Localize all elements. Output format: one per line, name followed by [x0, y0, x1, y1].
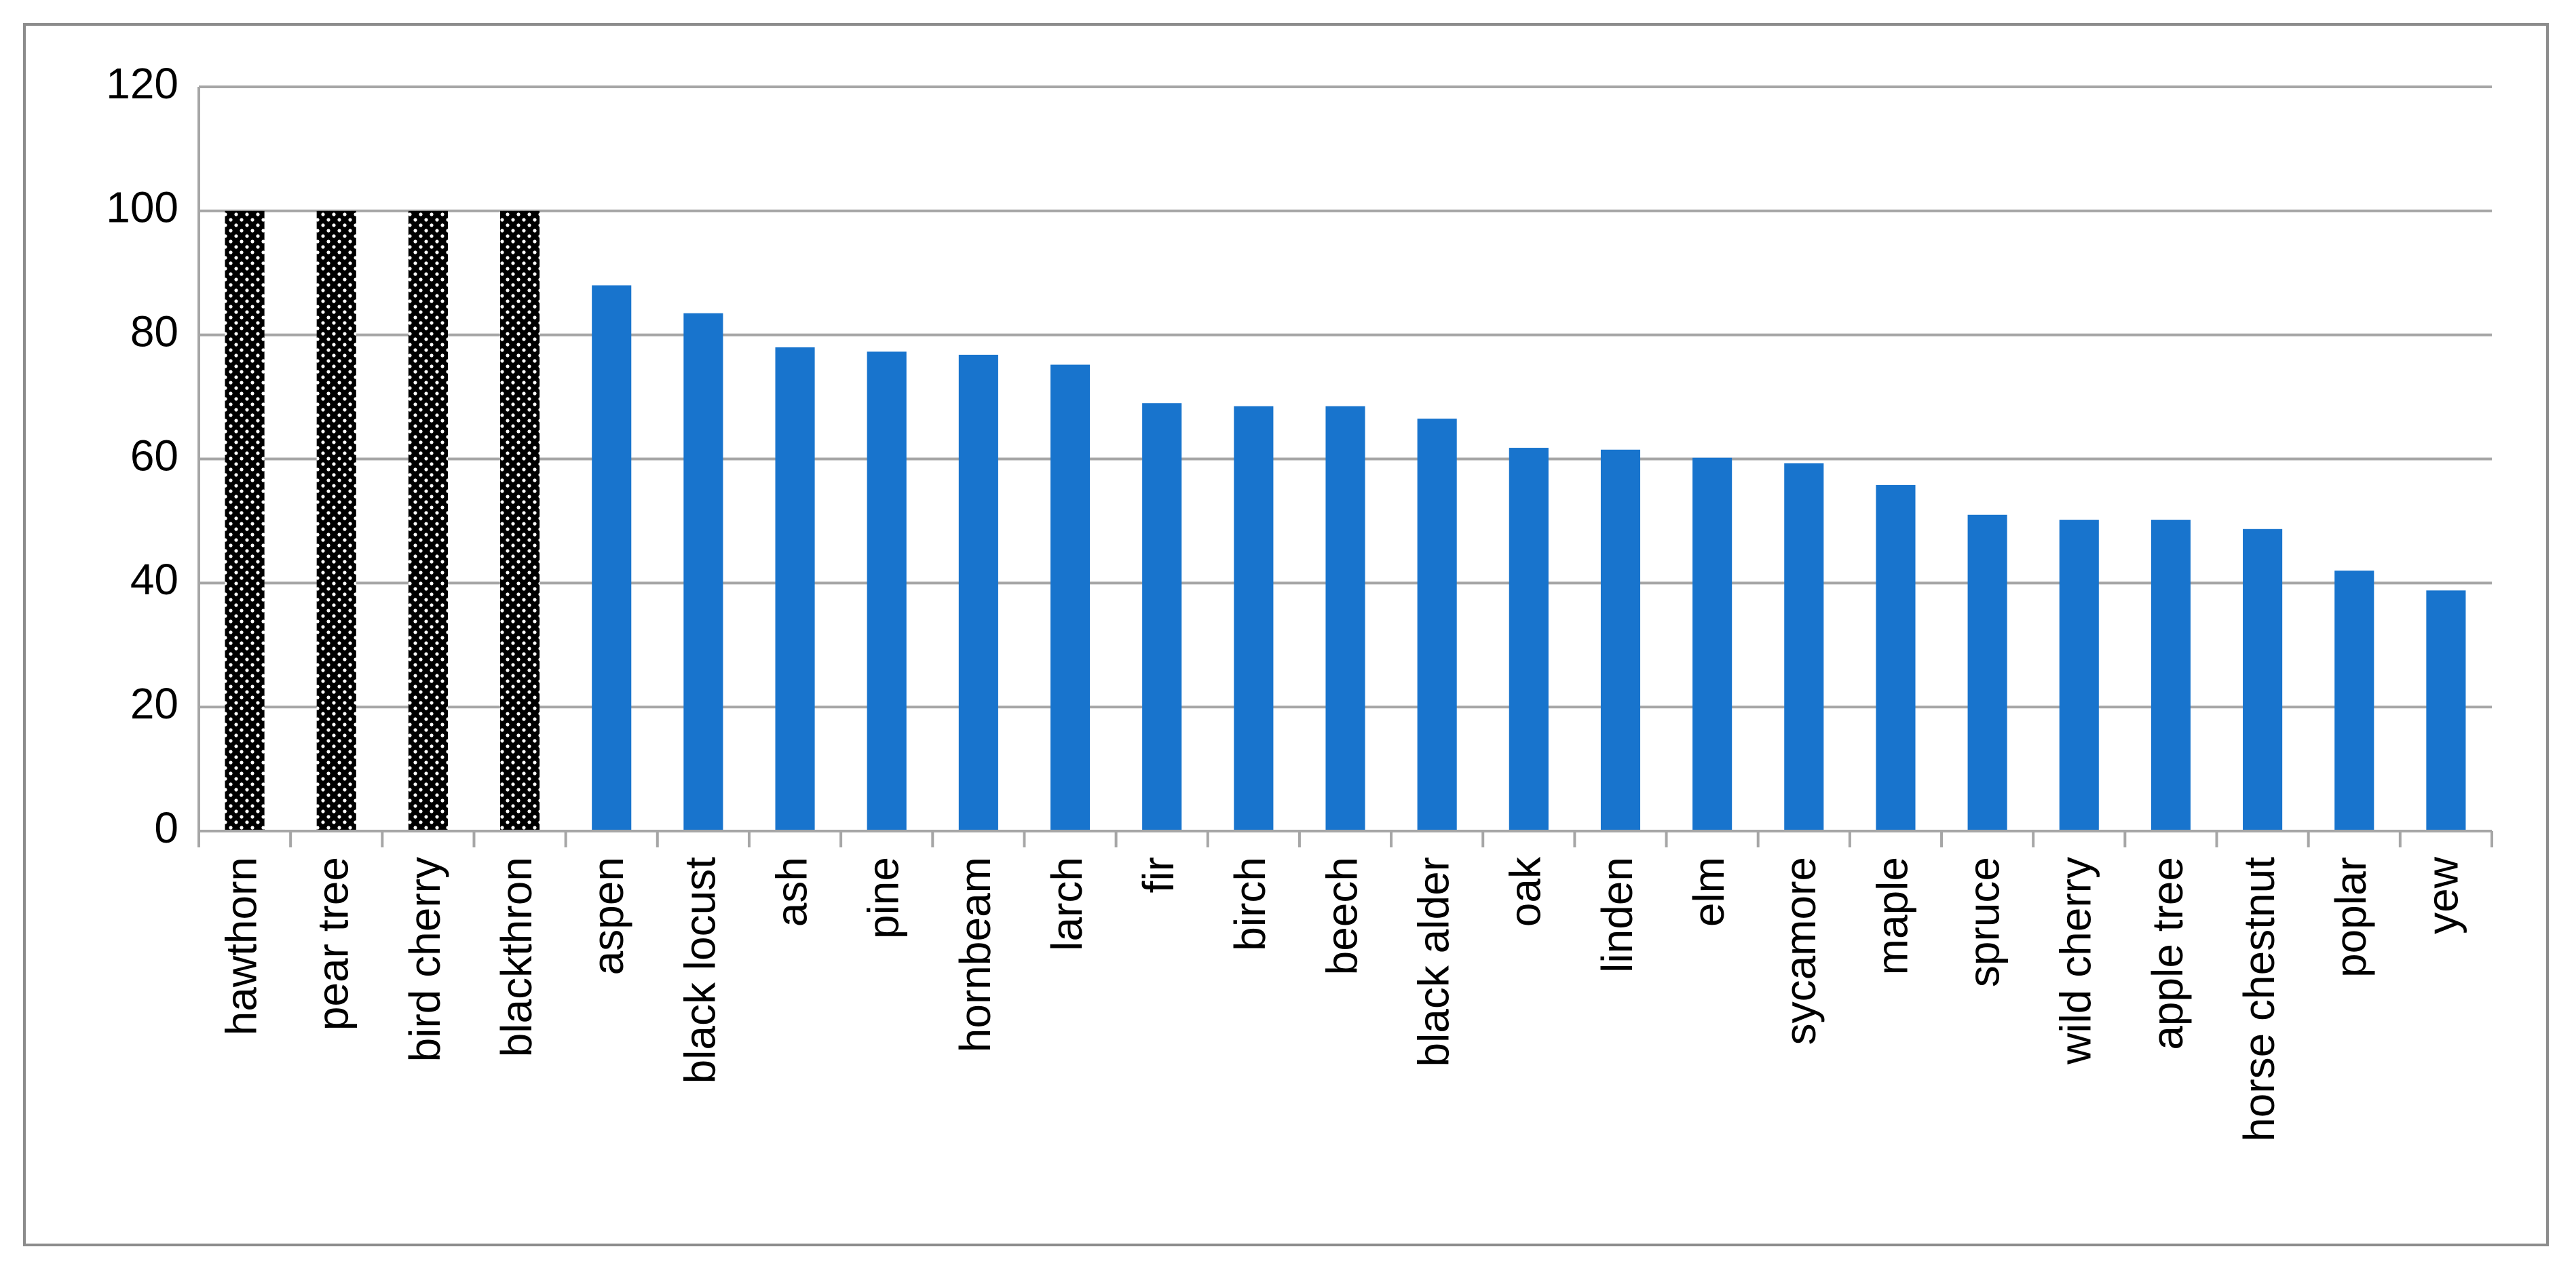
x-tick-label: hawthorn	[216, 857, 265, 1035]
y-tick-label: 0	[154, 803, 178, 852]
x-tick-label: spruce	[1960, 857, 2009, 987]
y-tick-label: 100	[106, 183, 178, 232]
bar	[2426, 590, 2466, 831]
bar	[2059, 520, 2099, 831]
y-tick-label: 20	[130, 679, 178, 728]
bar	[2243, 529, 2283, 831]
bar	[1417, 419, 1457, 831]
x-tick-label: pine	[859, 857, 908, 939]
x-tick-label: sycamore	[1776, 857, 1825, 1045]
x-tick-label: blackthron	[492, 857, 541, 1057]
x-tick-label: black alder	[1409, 857, 1458, 1067]
x-tick-label: elm	[1684, 857, 1733, 927]
x-tick-label: poplar	[2326, 857, 2375, 978]
x-tick-label: yew	[2418, 856, 2467, 934]
bar	[1876, 484, 1916, 831]
bar	[1692, 457, 1732, 831]
bar	[2151, 520, 2191, 831]
bar	[408, 210, 448, 831]
x-tick-label: maple	[1868, 857, 1916, 975]
bar	[500, 210, 540, 831]
bar	[1784, 463, 1824, 831]
x-tick-label: linden	[1593, 857, 1642, 973]
x-tick-label: larch	[1042, 857, 1091, 951]
bar	[1234, 406, 1274, 831]
x-tick-label: ash	[767, 857, 816, 927]
y-tick-label: 60	[130, 431, 178, 480]
bar	[1050, 364, 1091, 831]
y-tick-label: 120	[106, 59, 178, 108]
y-tick-label: 80	[130, 307, 178, 356]
bar	[867, 351, 907, 831]
x-tick-label: aspen	[584, 857, 632, 975]
bar	[1325, 406, 1365, 831]
x-tick-label: pear tree	[309, 857, 358, 1031]
x-tick-label: bird cherry	[400, 857, 449, 1062]
bar	[958, 354, 998, 831]
bar	[1600, 449, 1641, 831]
y-tick-label: 40	[130, 555, 178, 604]
bar	[683, 313, 723, 831]
bar	[225, 210, 265, 831]
x-tick-label: black locust	[675, 857, 724, 1084]
bar	[2334, 571, 2374, 831]
x-tick-label: birch	[1226, 857, 1274, 951]
bar	[1967, 514, 2007, 831]
x-tick-label: horse chestnut	[2235, 857, 2284, 1142]
bar	[775, 347, 815, 831]
bar	[1142, 403, 1182, 831]
bar	[1509, 448, 1549, 831]
x-tick-label: apple tree	[2143, 857, 2192, 1050]
bar	[316, 210, 356, 831]
x-tick-label: beech	[1317, 857, 1366, 975]
x-tick-label: oak	[1501, 856, 1550, 927]
x-tick-label: wild cherry	[2051, 857, 2100, 1065]
x-tick-label: hornbeam	[951, 857, 1000, 1052]
bar	[592, 285, 632, 831]
x-tick-label: fir	[1134, 857, 1183, 893]
